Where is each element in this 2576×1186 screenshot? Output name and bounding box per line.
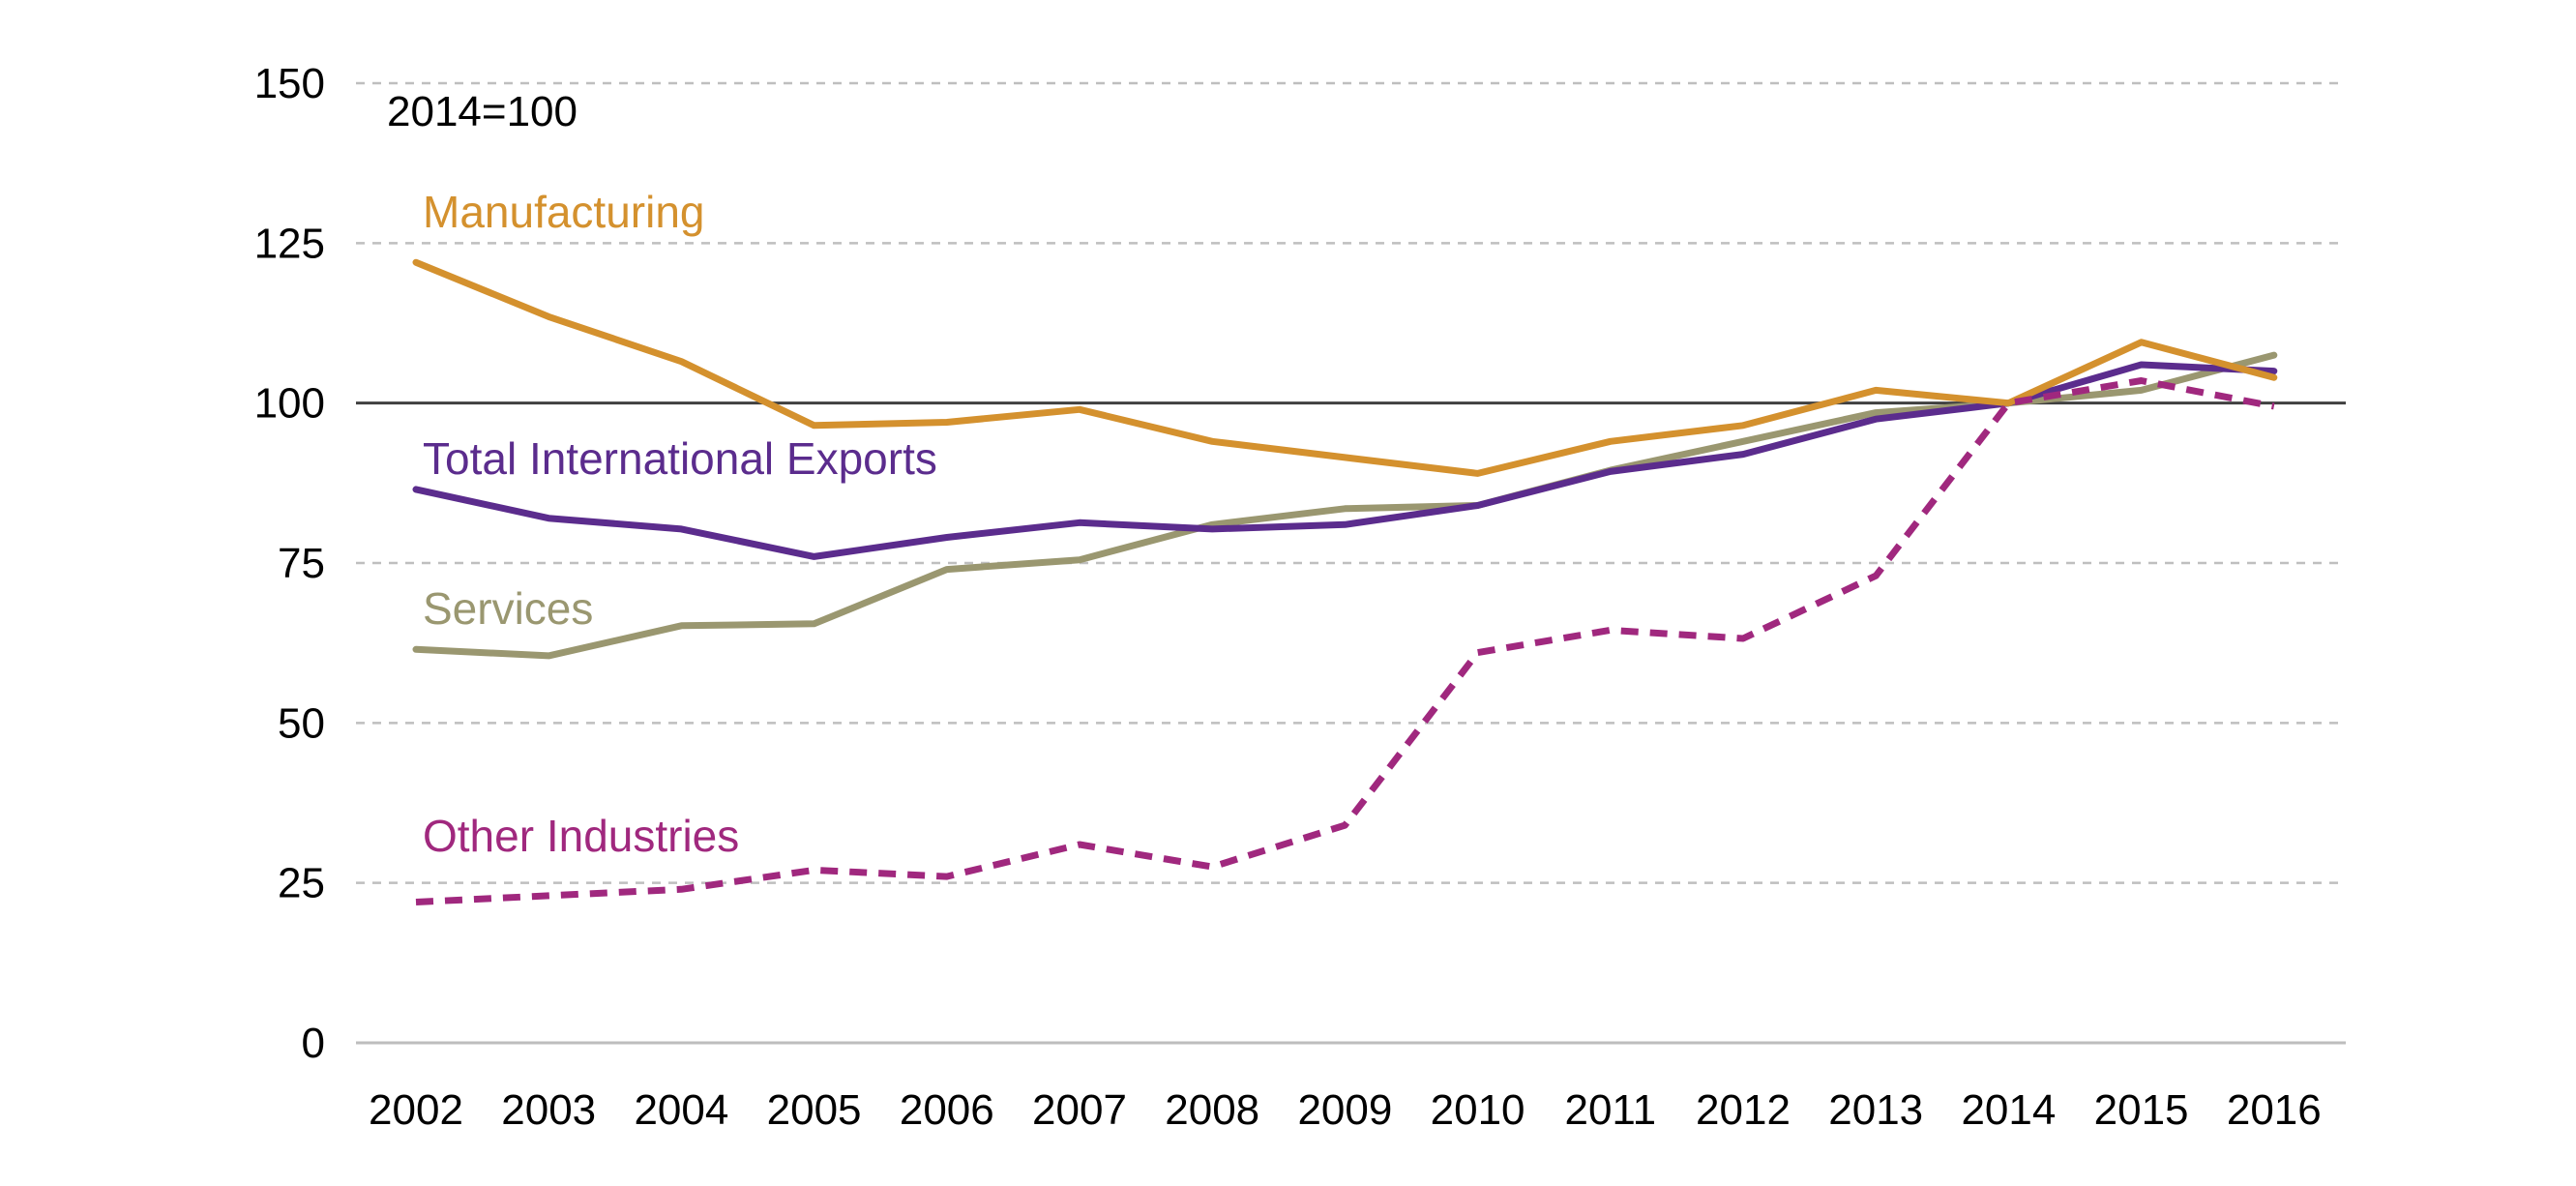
x-tick-label: 2016	[2227, 1086, 2322, 1134]
series-label-manufacturing: Manufacturing	[423, 187, 705, 237]
series-line-manufacturing	[412, 258, 2278, 477]
y-tick-label: 50	[278, 699, 325, 747]
x-tick-label: 2007	[1032, 1086, 1127, 1134]
series-line-other-industries	[415, 377, 2275, 905]
x-tick-label: 2008	[1165, 1086, 1259, 1134]
x-tick-label: 2004	[634, 1086, 728, 1134]
x-tick-label: 2006	[900, 1086, 994, 1134]
x-tick-label: 2003	[501, 1086, 596, 1134]
grid-lines	[356, 81, 2346, 884]
x-tick-label: 2011	[1564, 1086, 1656, 1134]
x-tick-label: 2002	[369, 1086, 463, 1134]
y-tick-label: 0	[302, 1020, 325, 1067]
series-label-other-industries: Other Industries	[423, 811, 739, 861]
series-label-total-international-exports: Total International Exports	[423, 433, 937, 484]
x-tick-label: 2005	[767, 1086, 862, 1134]
x-tick-label: 2015	[2094, 1086, 2189, 1134]
labels: 2014=100 Services Total International Exp…	[387, 88, 937, 861]
y-tick-label: 25	[278, 860, 325, 907]
x-tick-label: 2014	[1961, 1086, 2056, 1134]
series-label-services: Services	[423, 583, 593, 634]
y-tick-label: 100	[254, 380, 325, 428]
x-tick-label: 2013	[1828, 1086, 1923, 1134]
y-tick-label: 150	[254, 60, 325, 107]
y-tick-label: 125	[254, 220, 325, 267]
base-year-annotation: 2014=100	[387, 88, 577, 135]
series-line-total-international-exports	[412, 361, 2278, 560]
y-tick-label: 75	[278, 540, 325, 587]
x-tick-label: 2010	[1431, 1086, 1525, 1134]
axes: 0 25 50 75 100 125 150 2002 2003 2004 2005 2006 2007…	[254, 60, 2346, 1134]
series-lines	[412, 258, 2278, 905]
x-tick-label: 2009	[1297, 1086, 1392, 1134]
x-tick-label: 2012	[1696, 1086, 1791, 1134]
